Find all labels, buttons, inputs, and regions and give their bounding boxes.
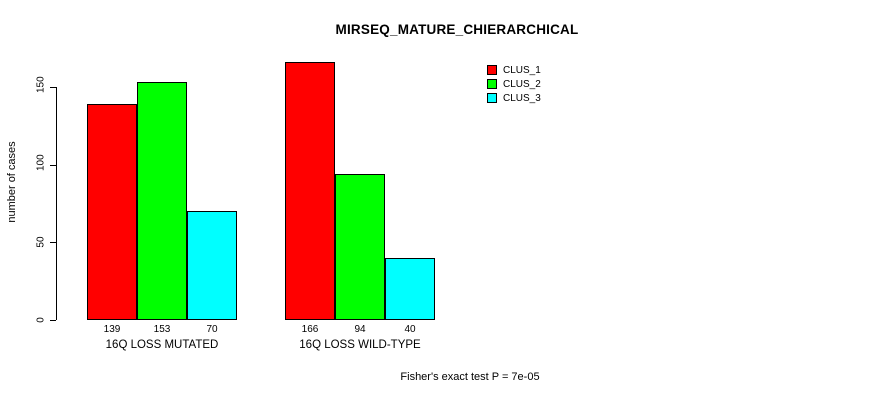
legend-label: CLUS_2 [503,78,541,90]
y-axis-label: number of cases [6,141,18,223]
bar-clus_3 [385,258,435,320]
legend-swatch-clus_3 [487,93,497,103]
chart-title: MIRSEQ_MATURE_CHIERARCHICAL [335,22,579,37]
bar-clus_1 [87,104,137,320]
y-tick-label: 150 [35,76,47,94]
legend-swatch-clus_2 [487,79,497,89]
bar-value-label: 139 [103,324,121,335]
bar-value-label: 166 [301,324,319,335]
plot-area: 0 50 100 150 139 153 70 16Q LOSS MUTATED 166 94 40… [36,50,857,351]
y-tick [50,87,56,89]
bar-value-label: 153 [153,324,171,335]
bar-clus_3 [187,211,237,320]
y-tick-label: 0 [35,317,47,323]
bar-clus_2 [137,82,187,320]
y-tick [50,242,56,244]
bar-clus_1 [285,62,335,320]
bar-value-label: 70 [206,324,218,335]
y-tick [50,320,56,321]
legend: CLUS_1 CLUS_2 CLUS_3 [487,63,541,105]
legend-item: CLUS_3 [487,91,541,105]
y-axis-line [56,87,57,320]
y-tick-label: 100 [35,154,47,171]
bar-clus_2 [335,174,385,320]
bar-value-label: 94 [354,324,366,335]
legend-swatch-clus_1 [487,65,497,75]
category-label: 16Q LOSS MUTATED [105,339,219,351]
category-label: 16Q LOSS WILD-TYPE [299,339,421,351]
legend-item: CLUS_2 [487,77,541,91]
legend-label: CLUS_1 [503,64,541,76]
legend-item: CLUS_1 [487,63,541,77]
legend-label: CLUS_3 [503,92,541,104]
bar-value-label: 40 [404,324,416,335]
annotation-fisher-test: Fisher's exact test P = 7e-05 [400,371,540,383]
y-tick-label: 50 [35,236,47,248]
y-tick [50,164,56,166]
